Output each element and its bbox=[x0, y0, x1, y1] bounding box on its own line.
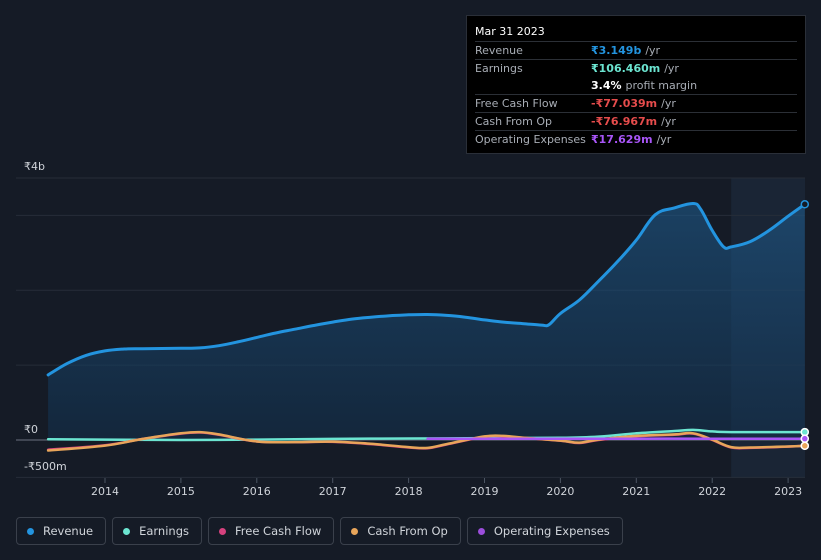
tooltip-row-label: Revenue bbox=[475, 44, 523, 57]
x-tick-label: 2016 bbox=[243, 485, 271, 498]
series-end-marker-revenue bbox=[800, 200, 810, 209]
legend-item-earnings[interactable]: Earnings bbox=[112, 517, 202, 545]
legend-label: Earnings bbox=[139, 524, 189, 538]
tooltip-row-value: 3.4% bbox=[591, 79, 622, 92]
tooltip-row-label: Cash From Op bbox=[475, 115, 553, 128]
tooltip-row: Free Cash Flow -₹77.039m/yr bbox=[475, 94, 797, 112]
tooltip-row-value: ₹3.149b bbox=[591, 44, 642, 57]
chart-legend: Revenue Earnings Free Cash Flow Cash From O… bbox=[16, 517, 623, 545]
tooltip-row: Revenue ₹3.149b/yr bbox=[475, 41, 797, 59]
series-lines bbox=[46, 201, 807, 452]
tooltip-row: Cash From Op -₹76.967m/yr bbox=[475, 112, 797, 130]
tooltip-row-unit: /yr bbox=[664, 62, 679, 75]
tooltip-row-value: -₹77.039m bbox=[591, 97, 658, 110]
series-end-markers bbox=[800, 200, 810, 451]
legend-dot-icon bbox=[219, 527, 226, 535]
x-tick-label: 2020 bbox=[546, 485, 574, 498]
tooltip-row-value: -₹76.967m bbox=[591, 115, 658, 128]
legend-label: Operating Expenses bbox=[493, 524, 610, 538]
tooltip-row-unit: /yr bbox=[661, 115, 676, 128]
series-line-cash-from-op bbox=[46, 430, 807, 452]
legend-dot-icon bbox=[123, 527, 131, 535]
tooltip-row-unit: profit margin bbox=[625, 79, 698, 92]
y-axis-label-top: ₹4b bbox=[24, 160, 45, 173]
y-axis-label-bottom: -₹500m bbox=[24, 460, 67, 473]
legend-label: Free Cash Flow bbox=[235, 524, 322, 538]
legend-item-free-cash-flow[interactable]: Free Cash Flow bbox=[208, 517, 335, 545]
legend-dot-icon bbox=[351, 527, 359, 535]
y-axis-label-zero: ₹0 bbox=[24, 423, 38, 436]
x-tick-label: 2023 bbox=[774, 485, 802, 498]
legend-dot-icon bbox=[27, 527, 34, 535]
x-tick-label: 2014 bbox=[91, 485, 119, 498]
series-end-marker-operating-expenses bbox=[800, 434, 810, 443]
tooltip-row-unit: /yr bbox=[645, 44, 661, 57]
series-areas bbox=[48, 203, 805, 440]
x-tick-label: 2015 bbox=[167, 485, 195, 498]
series-line-revenue bbox=[46, 201, 807, 377]
legend-dot-icon bbox=[477, 527, 485, 535]
tooltip-row-label: Earnings bbox=[475, 62, 523, 75]
tooltip-row-label bbox=[475, 77, 591, 94]
tooltip-row-unit: /yr bbox=[656, 133, 672, 146]
legend-item-revenue[interactable]: Revenue bbox=[16, 517, 107, 545]
x-tick-label: 2017 bbox=[319, 485, 347, 498]
legend-item-cash-from-op[interactable]: Cash From Op bbox=[340, 517, 461, 545]
tooltip-row: Earnings ₹106.460m/yr bbox=[475, 59, 797, 77]
tooltip-row-unit: /yr bbox=[661, 97, 676, 110]
tooltip-row-value: ₹106.460m bbox=[591, 62, 661, 75]
series-end-marker-cash-from-op bbox=[800, 441, 810, 451]
tooltip-date: Mar 31 2023 bbox=[475, 25, 545, 38]
legend-label: Cash From Op bbox=[367, 524, 448, 538]
series-area-revenue bbox=[48, 203, 805, 440]
tooltip-row: Operating Expenses ₹17.629m/yr bbox=[475, 130, 797, 148]
tooltip-panel: Mar 31 2023 Revenue ₹3.149b/yr Earnings ₹10… bbox=[466, 15, 806, 154]
x-tick-label: 2022 bbox=[698, 485, 726, 498]
tooltip-rows: Revenue ₹3.149b/yr Earnings ₹106.460m/yr 3.4… bbox=[475, 41, 797, 148]
x-tick-label: 2018 bbox=[395, 485, 423, 498]
x-tick-label: 2021 bbox=[622, 485, 650, 498]
tooltip-row: 3.4% profit margin bbox=[475, 77, 797, 94]
tooltip-row-label: Free Cash Flow bbox=[475, 97, 558, 110]
tooltip-row-label: Operating Expenses bbox=[475, 133, 586, 146]
x-axis-ticks: 2014 2015 2016 2017 2018 2019 2020 2021 2022 2023 bbox=[91, 478, 802, 498]
tooltip-row-value: ₹17.629m bbox=[591, 133, 653, 146]
x-tick-label: 2019 bbox=[471, 485, 499, 498]
legend-label: Revenue bbox=[43, 524, 94, 538]
legend-item-operating-expenses[interactable]: Operating Expenses bbox=[466, 517, 623, 545]
